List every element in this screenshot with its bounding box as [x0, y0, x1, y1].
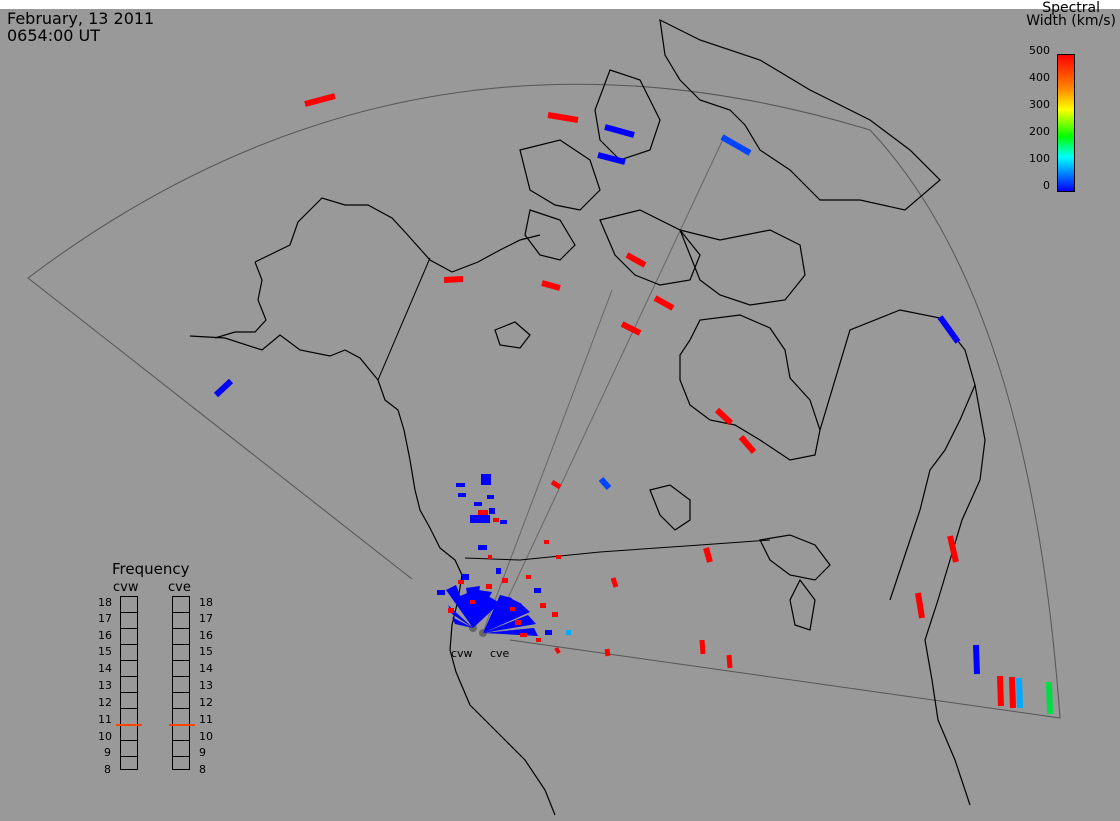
freq-scale-right: 11 [199, 713, 213, 726]
colorbar-subtitle: Width (km/s) [1026, 13, 1116, 29]
radar-label-cvw: cvw [451, 647, 473, 660]
freq-scale-right: 16 [199, 629, 213, 642]
freq-scale-right: 12 [199, 696, 213, 709]
freq-scale-left: 10 [98, 730, 112, 743]
echo-cells [213, 93, 1053, 715]
frequency-label-cvw: cvw [113, 580, 139, 595]
freq-scale-right: 14 [199, 662, 213, 675]
fov-beam-right [491, 134, 726, 633]
freq-scale-left: 14 [98, 662, 112, 675]
colorbar [1057, 54, 1075, 192]
time-label: 0654:00 UT [7, 26, 101, 45]
political-borders [377, 257, 771, 561]
freq-scale-right: 18 [199, 596, 213, 609]
freq-scale-right: 13 [199, 679, 213, 692]
colorbar-tick: 0 [1043, 179, 1050, 192]
freq-scale-left: 8 [104, 763, 111, 776]
freq-scale-left: 17 [98, 612, 112, 625]
colorbar-tick: 300 [1029, 98, 1050, 111]
freq-scale-left: 13 [98, 679, 112, 692]
coastlines [189, 18, 986, 816]
freq-scale-right: 9 [199, 746, 206, 759]
fov-beam-left [482, 289, 613, 633]
freq-scale-right: 15 [199, 645, 213, 658]
frequency-title: Frequency [112, 560, 190, 578]
frequency-bar-cvw [120, 596, 138, 770]
freq-scale-left: 12 [98, 696, 112, 709]
colorbar-tick: 200 [1029, 125, 1050, 138]
date-label: February, 13 2011 [7, 9, 155, 28]
colorbar-title: Spectral [1042, 0, 1100, 16]
freq-scale-left: 16 [98, 629, 112, 642]
frequency-bar-cve [172, 596, 190, 770]
radar-label-cve: cve [490, 647, 510, 660]
freq-scale-left: 15 [98, 645, 112, 658]
colorbar-tick: 100 [1029, 152, 1050, 165]
freq-scale-right: 8 [199, 763, 206, 776]
frequency-label-cve: cve [168, 580, 191, 595]
colorbar-tick: 400 [1029, 71, 1050, 84]
map-canvas [0, 9, 1120, 821]
freq-scale-left: 11 [98, 713, 112, 726]
colorbar-tick: 500 [1029, 44, 1050, 57]
frequency-marker-cvw [116, 724, 142, 726]
fov-outline [27, 83, 1061, 719]
freq-scale-left: 18 [98, 596, 112, 609]
frequency-marker-cve [169, 724, 195, 726]
freq-scale-left: 9 [104, 746, 111, 759]
freq-scale-right: 10 [199, 730, 213, 743]
freq-scale-right: 17 [199, 612, 213, 625]
